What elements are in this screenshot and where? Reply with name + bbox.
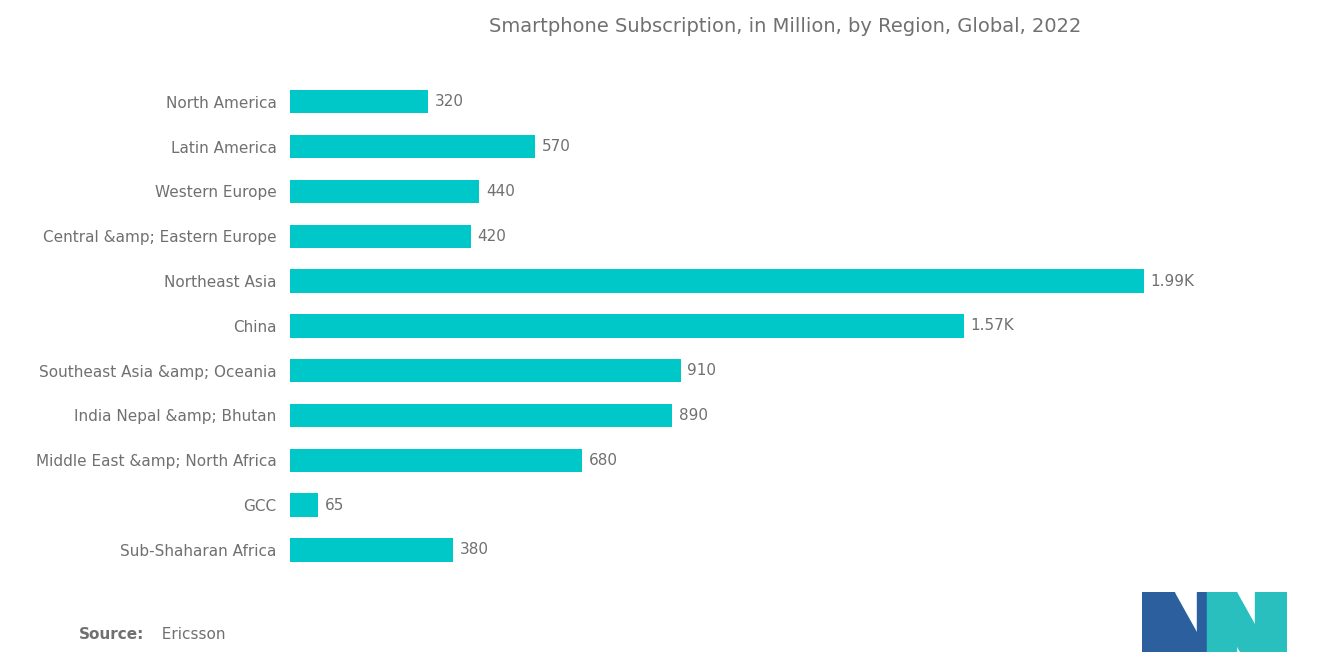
Text: 1.99K: 1.99K [1151,273,1195,289]
Polygon shape [1142,592,1206,652]
Title: Smartphone Subscription, in Million, by Region, Global, 2022: Smartphone Subscription, in Million, by … [490,17,1081,36]
Text: 1.57K: 1.57K [970,319,1014,333]
Bar [290,404,672,427]
Text: 65: 65 [325,497,345,513]
Text: 320: 320 [434,94,463,109]
Text: 380: 380 [461,543,490,557]
Polygon shape [1197,592,1229,652]
Bar [290,90,428,114]
Bar [290,359,681,382]
Bar [290,538,453,562]
Text: 890: 890 [678,408,708,423]
Bar [290,180,479,203]
Bar [290,493,318,517]
Text: 420: 420 [478,229,507,243]
Bar [290,269,1144,293]
Text: Source:: Source: [79,626,145,642]
Text: Ericsson: Ericsson [152,626,226,642]
Polygon shape [1142,592,1173,652]
Bar [290,135,535,158]
Bar [290,449,582,472]
Text: 680: 680 [589,453,618,467]
Bar [290,225,470,248]
Text: 570: 570 [541,139,570,154]
Polygon shape [1206,592,1236,652]
Text: 440: 440 [486,184,515,199]
Polygon shape [1206,592,1270,652]
Text: 910: 910 [688,363,717,378]
Bar [290,314,964,338]
Polygon shape [1255,592,1287,652]
